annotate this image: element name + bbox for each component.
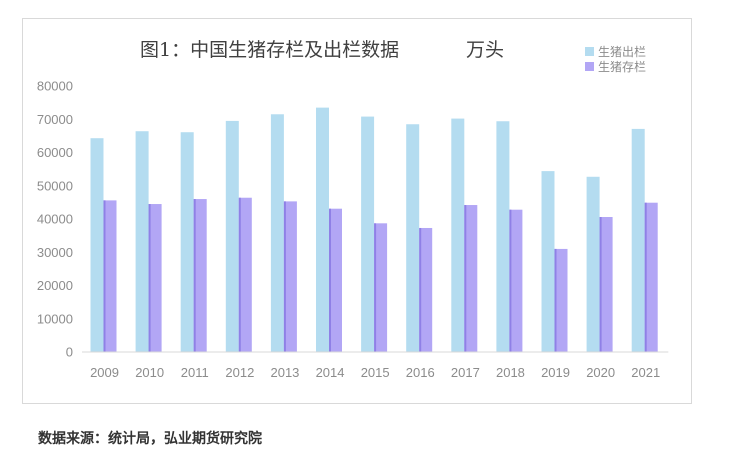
bar-slaughter-2020 <box>586 176 600 352</box>
bar-inventory-2019 <box>554 248 568 352</box>
x-tick-label: 2021 <box>631 365 660 380</box>
bar-inventory-2016 <box>419 227 433 352</box>
bar-slaughter-2016 <box>406 124 420 352</box>
x-tick-label: 2018 <box>496 365 525 380</box>
bar-inventory-edge <box>554 248 557 352</box>
x-tick-label: 2019 <box>541 365 570 380</box>
bar-inventory-edge <box>193 199 196 352</box>
y-tick-label: 30000 <box>37 245 73 260</box>
bar-slaughter-2011 <box>180 132 194 352</box>
bar-slaughter-2009 <box>90 138 104 352</box>
bar-slaughter-2021 <box>631 128 645 352</box>
chart-title-group: 图1：中国生猪存栏及出栏数据 万头 <box>140 39 504 61</box>
bar-inventory-2015 <box>374 223 388 352</box>
x-tick-label: 2012 <box>225 365 254 380</box>
bar-inventory-2018 <box>509 209 523 352</box>
bar-inventory-edge <box>103 200 106 352</box>
chart-frame <box>22 18 692 404</box>
x-tick-label: 2017 <box>451 365 480 380</box>
bars <box>90 107 658 353</box>
x-tick-label: 2014 <box>316 365 345 380</box>
bar-inventory-edge <box>238 197 241 352</box>
bar-slaughter-2012 <box>225 120 239 352</box>
y-tick-label: 60000 <box>37 145 73 160</box>
x-tick-label: 2009 <box>90 365 119 380</box>
bar-inventory-2013 <box>283 201 297 352</box>
bar-inventory-edge <box>329 208 331 352</box>
bar-inventory-2021 <box>644 202 658 352</box>
chart-title: 图1：中国生猪存栏及出栏数据 <box>140 39 399 61</box>
x-tick-label: 2020 <box>586 365 615 380</box>
y-tick-label: 40000 <box>37 212 73 227</box>
x-tick-label: 2015 <box>361 365 390 380</box>
y-tick-label: 10000 <box>37 311 73 326</box>
bar-inventory-edge <box>509 209 512 352</box>
bar-inventory-edge <box>644 202 647 352</box>
bar-slaughter-2010 <box>135 131 149 352</box>
bar-slaughter-2013 <box>270 114 284 352</box>
y-tick-label: 0 <box>66 345 73 360</box>
bar-inventory-2009 <box>103 200 117 352</box>
y-tick-label: 20000 <box>37 278 73 293</box>
bar-inventory-2020 <box>599 217 613 352</box>
x-tick-label: 2016 <box>406 365 435 380</box>
bar-inventory-2010 <box>148 204 162 352</box>
bar-inventory-edge <box>599 217 602 352</box>
bar-slaughter-2018 <box>496 121 510 353</box>
x-axis: 2009 2010 2011 2012 2013 2014 2015 2016 2017 2018… <box>82 351 669 380</box>
legend-swatch <box>585 47 594 56</box>
x-tick-label: 2011 <box>181 365 209 380</box>
bar-inventory-edge <box>419 227 422 352</box>
bar-inventory-2012 <box>238 197 252 352</box>
bar-inventory-2017 <box>464 205 478 352</box>
x-tick-label: 2010 <box>135 365 164 380</box>
y-tick-label: 80000 <box>37 79 73 94</box>
bar-inventory-edge <box>148 204 151 352</box>
legend-label: 生猪出栏 <box>598 44 646 59</box>
chart-unit: 万头 <box>466 39 504 61</box>
y-tick-label: 50000 <box>37 178 73 193</box>
y-axis: 0 10000 20000 30000 40000 50000 60000 70000 8000… <box>37 79 73 360</box>
bar-slaughter-2019 <box>541 171 555 352</box>
y-tick-label: 70000 <box>37 112 73 127</box>
bar-inventory-edge <box>464 205 467 352</box>
bar-inventory-edge <box>374 223 377 352</box>
bar-inventory-2011 <box>193 199 207 352</box>
x-tick-label: 2013 <box>270 365 299 380</box>
bar-slaughter-2014 <box>316 107 329 352</box>
bar-slaughter-2015 <box>361 116 375 352</box>
bar-inventory-2014 <box>329 208 342 352</box>
legend-swatch <box>585 62 594 71</box>
bar-inventory-edge <box>283 201 286 352</box>
bar-slaughter-2017 <box>451 118 465 353</box>
legend-label: 生猪存栏 <box>598 59 646 74</box>
source-note: 数据来源：统计局，弘业期货研究院 <box>38 431 262 447</box>
